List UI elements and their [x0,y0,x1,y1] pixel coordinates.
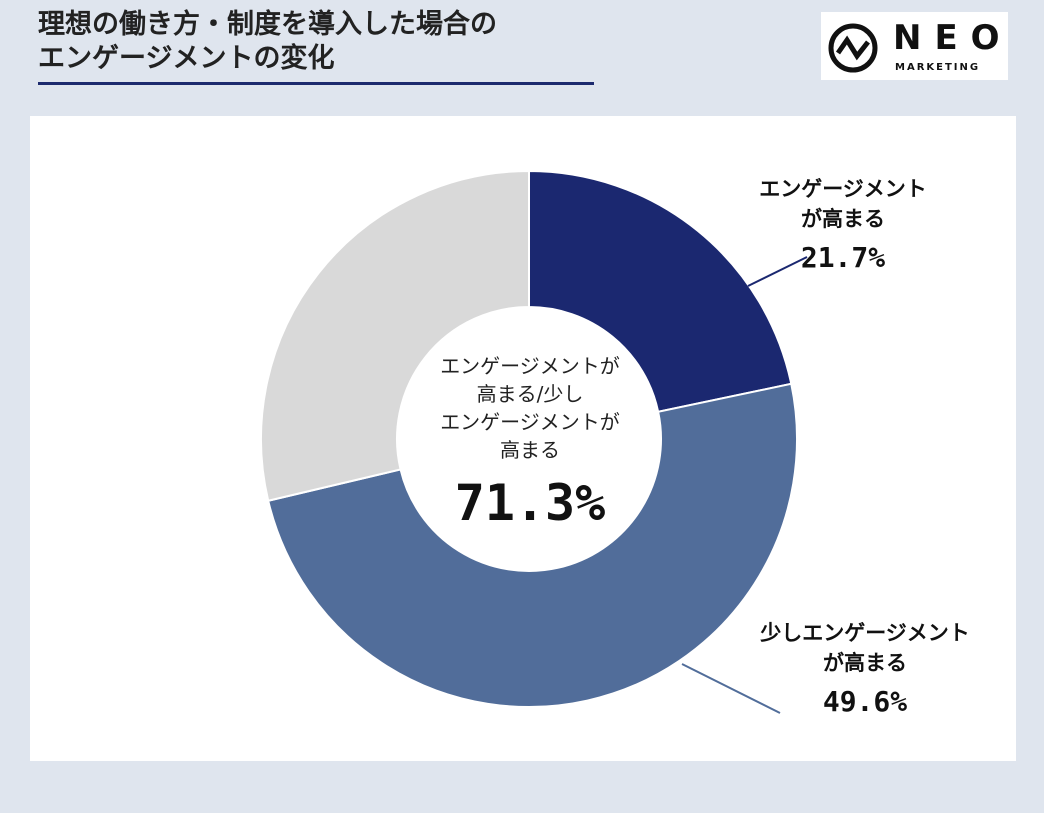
slice-label-line1: 少しエンゲージメント [760,621,970,645]
donut-center-summary: エンゲージメントが 高まる/少し エンゲージメントが 高まる 71.3% [390,352,670,534]
logo-name: NEO [893,18,1013,58]
slice-label-engagement-high: エンゲージメント が高まる 21.7% [743,174,943,276]
center-line3: エンゲージメントが [440,410,620,434]
slice-value-engagement-slight: 49.6% [822,685,908,718]
slice-label-line1: エンゲージメント [759,177,927,201]
slice-label-engagement-slight: 少しエンゲージメント が高まる 49.6% [725,618,1005,720]
donut-chart [260,169,808,714]
center-line1: エンゲージメントが [440,354,620,378]
chart-title-line2: エンゲージメントの変化 [38,43,335,74]
slice-label-line2: が高まる [823,651,907,675]
donut-slice-other [260,169,530,502]
chart-title-line1: 理想の働き方・制度を導入した場合の [38,9,497,40]
leader-line-engagement-high [747,256,808,287]
logo-mark-icon [828,23,878,73]
center-line2: 高まる/少し [476,382,584,406]
title-underline [38,82,594,85]
donut-slice-engagement-high [528,169,793,414]
chart-title: 理想の働き方・制度を導入した場合の エンゲージメントの変化 [38,8,598,85]
center-line4: 高まる [500,438,560,462]
donut-slice-engagement-slight [267,382,798,708]
chart-card: エンゲージメント が高まる 21.7% 少しエンゲージメント が高まる 49.6… [30,116,1016,761]
center-value: 71.3% [454,474,606,532]
leader-line-engagement-slight [681,663,781,714]
neo-marketing-logo: NEO MARKETING [821,12,1008,80]
slice-label-line2: が高まる [801,207,885,231]
slice-value-engagement-high: 21.7% [800,241,886,274]
logo-sub: MARKETING [895,62,981,73]
